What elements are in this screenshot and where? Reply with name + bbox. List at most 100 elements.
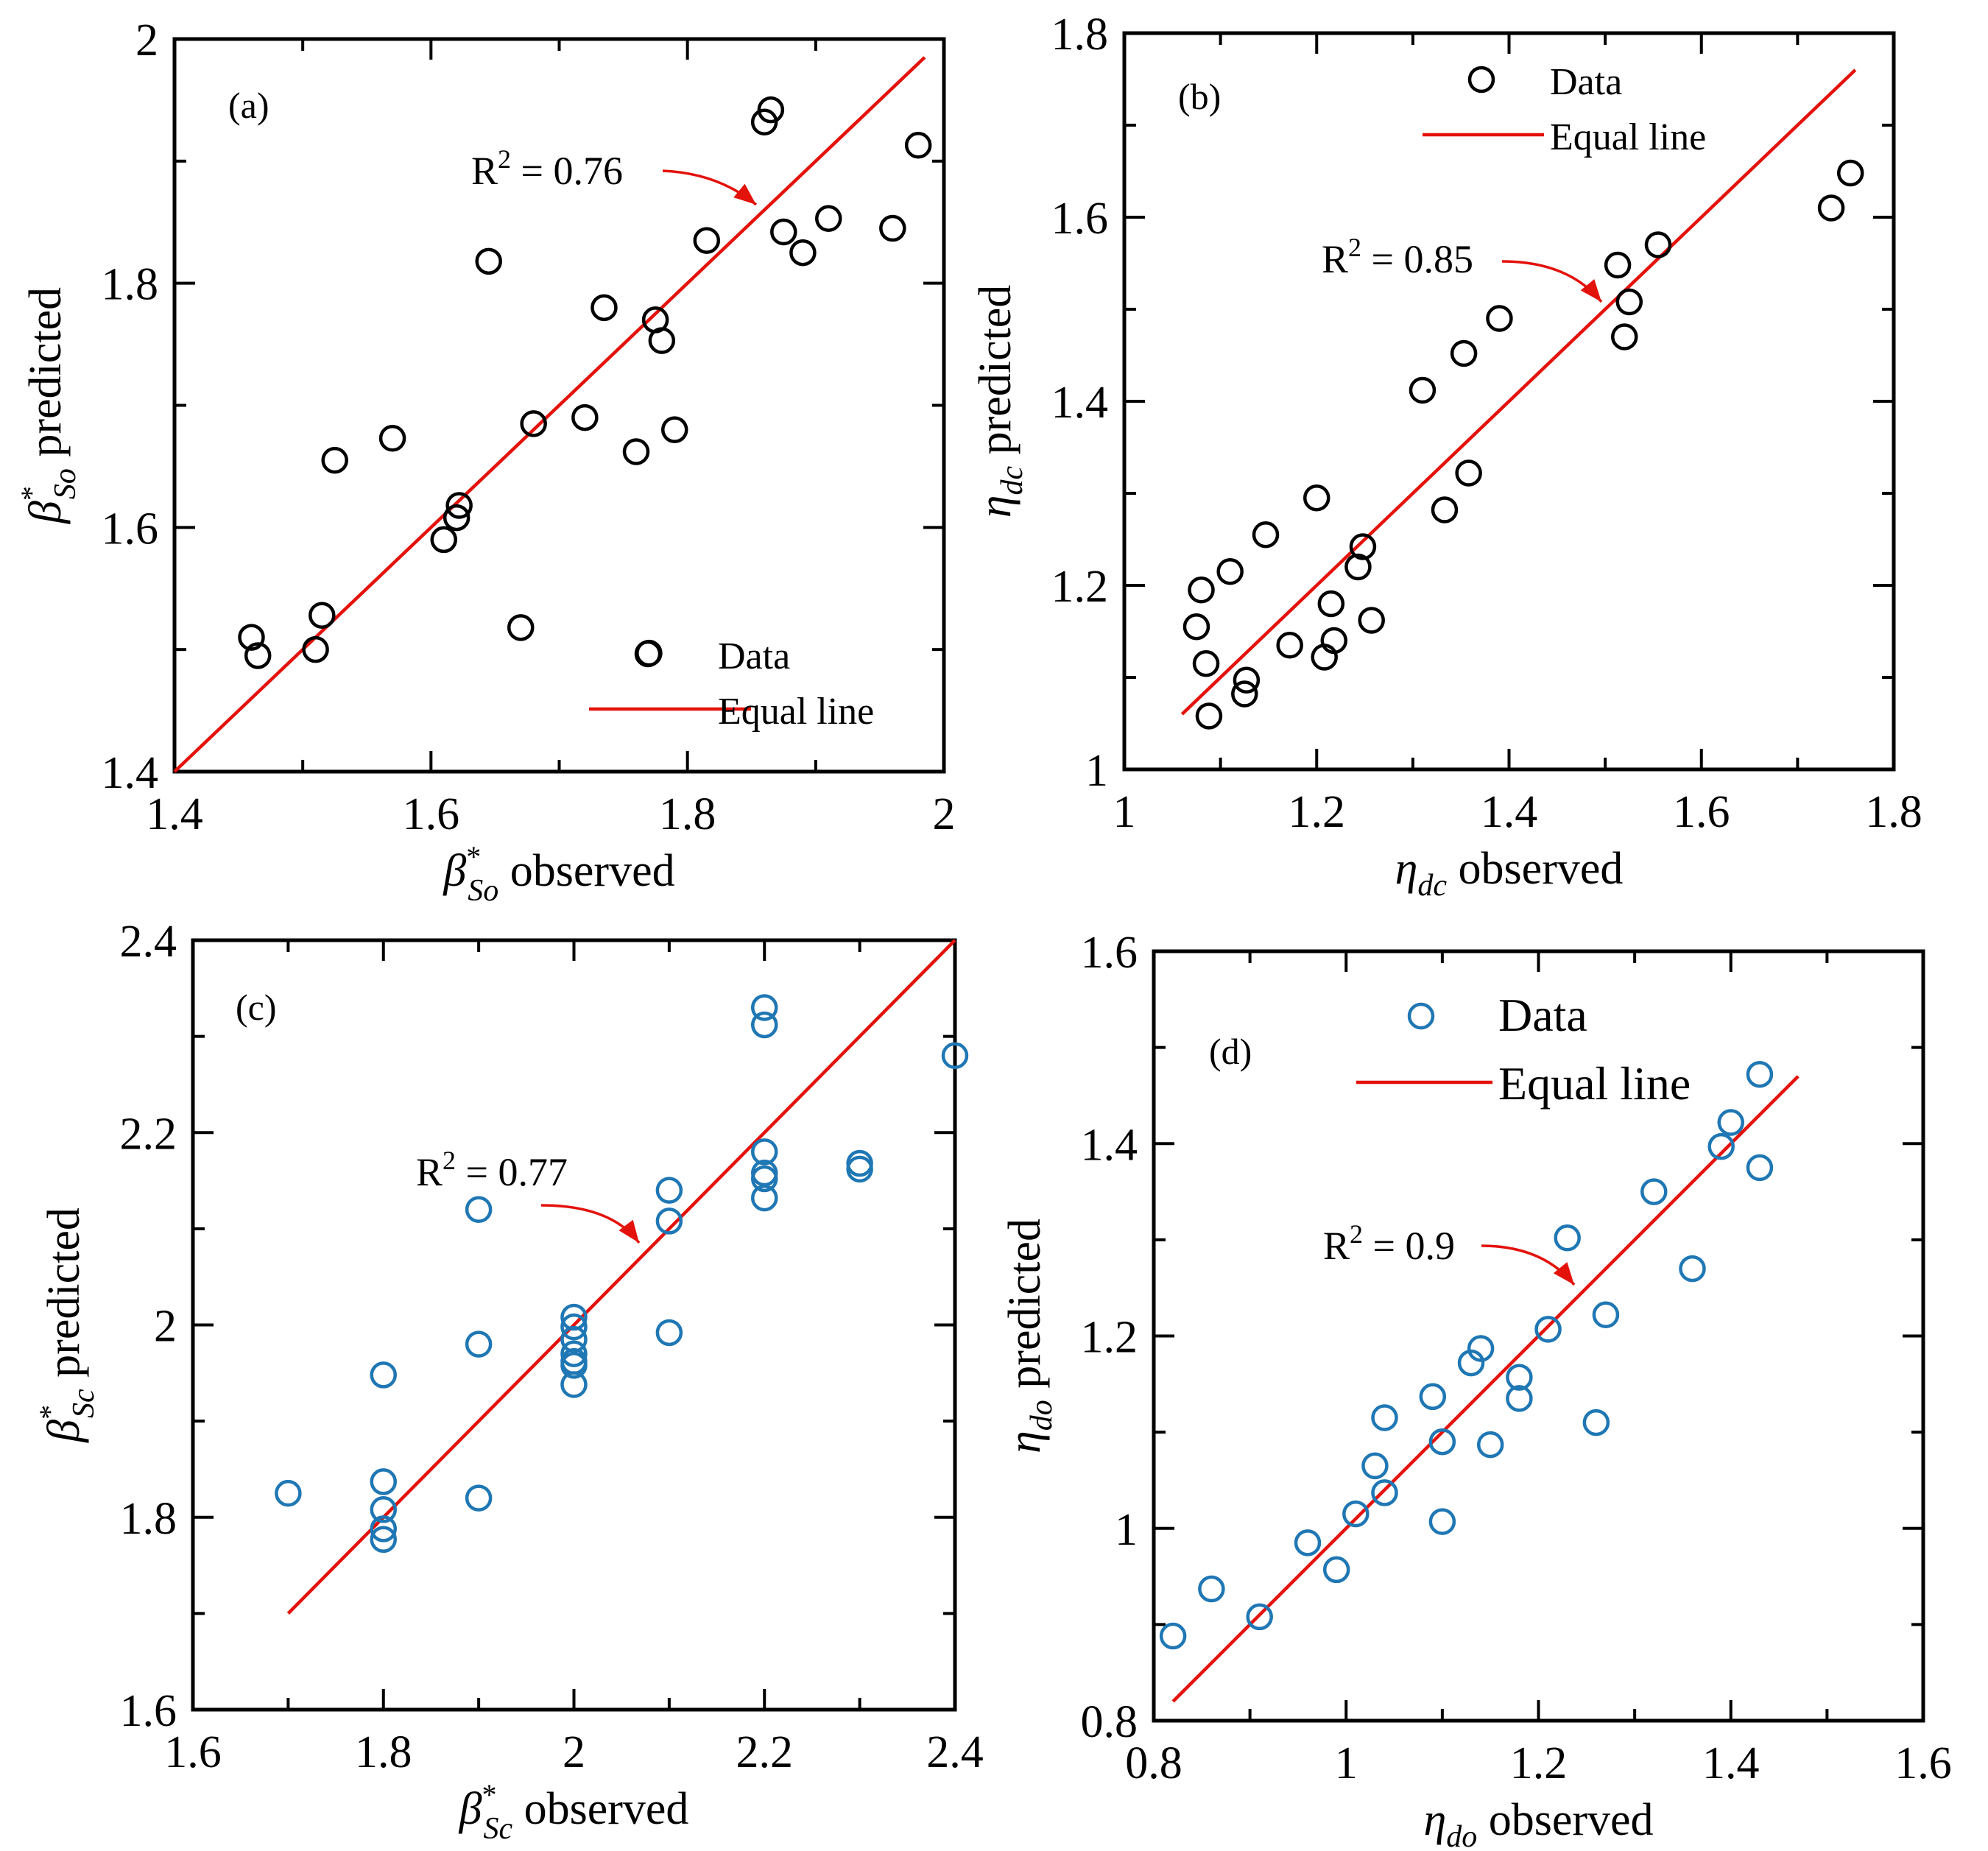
equal-line <box>173 56 926 773</box>
data-point <box>571 403 599 431</box>
x-tick-label: 1.6 <box>403 789 460 839</box>
data-point <box>751 1165 778 1193</box>
data-point <box>1817 194 1845 222</box>
data-point <box>370 1468 397 1495</box>
data-point <box>1320 627 1348 655</box>
y-tick-label: 2.4 <box>120 917 177 967</box>
data-point <box>1615 288 1643 316</box>
y-tick-label: 1.4 <box>1081 1120 1138 1170</box>
data-point <box>655 1177 683 1204</box>
data-point <box>1216 558 1244 585</box>
data-point <box>846 1149 873 1177</box>
data-point <box>1294 1529 1322 1556</box>
annotation-arrow <box>540 1204 641 1244</box>
data-point <box>1486 305 1513 332</box>
x-tick-label: 1.6 <box>1673 787 1730 837</box>
x-tick-label: 1 <box>1335 1738 1358 1788</box>
axis-ticks <box>173 38 945 773</box>
data-point <box>1303 484 1330 512</box>
data-point <box>1467 1335 1495 1362</box>
data-point <box>1707 1132 1735 1160</box>
data-point <box>1182 613 1210 641</box>
data-point <box>1188 577 1215 604</box>
data-point <box>1246 1603 1273 1631</box>
x-axis-label: β* So observed <box>443 840 674 908</box>
r-squared-annotation: R2 = 0.76 <box>471 144 623 193</box>
data-point <box>1344 553 1372 581</box>
data-point <box>465 1484 493 1512</box>
data-point <box>378 425 406 452</box>
y-axis-label: β*So predicted <box>15 287 82 524</box>
data-point <box>1428 1428 1456 1456</box>
data-point <box>1746 1154 1774 1182</box>
data-point <box>904 132 932 159</box>
data-series <box>1159 1060 1774 1650</box>
data-series <box>238 96 932 669</box>
y-tick-label: 1 <box>1085 746 1108 796</box>
annotation-arrow <box>1501 260 1603 303</box>
panel-c: 1.6 1.8 2 2.2 2.4 1.6 1.8 2 2.2 2.4 β* Sc observed β… <box>33 917 984 1846</box>
data-point <box>655 1319 683 1347</box>
arrow-head <box>1553 1262 1574 1285</box>
arrow-head <box>618 1219 639 1243</box>
data-point <box>879 214 906 242</box>
axis-ticks <box>191 939 956 1711</box>
legend-line-label: Equal line <box>718 691 874 733</box>
data-point <box>1159 1622 1187 1650</box>
data-point <box>770 218 797 246</box>
data-point <box>1195 702 1223 730</box>
annotation-arrow <box>1481 1244 1576 1286</box>
data-point <box>1679 1255 1706 1283</box>
data-point <box>1431 496 1459 523</box>
legend-line-label: Equal line <box>1498 1057 1691 1110</box>
data-point <box>1836 159 1864 187</box>
data-point <box>1361 1452 1389 1480</box>
legend-data-label: Data <box>1550 61 1622 103</box>
x-tick-label: 2 <box>563 1727 585 1777</box>
data-point <box>751 1184 778 1212</box>
y-tick-label: 1.6 <box>102 504 159 554</box>
data-point <box>693 227 721 254</box>
data-point <box>1640 1178 1668 1205</box>
data-point <box>1428 1508 1456 1535</box>
y-tick-label: 1 <box>1115 1505 1138 1555</box>
panel-label: (d) <box>1209 1031 1252 1072</box>
data-point <box>789 239 817 267</box>
equal-line <box>1180 68 1857 716</box>
data-point <box>321 446 348 474</box>
data-point <box>370 1515 397 1542</box>
y-tick-label: 1.8 <box>102 260 159 310</box>
data-point <box>507 614 535 641</box>
x-tick-label: 1.4 <box>1702 1738 1760 1788</box>
data-point <box>443 504 470 532</box>
data-point <box>1419 1383 1447 1411</box>
panel-label: (b) <box>1178 76 1221 117</box>
x-tick-label: 1.8 <box>1865 787 1922 837</box>
data-point <box>560 1340 588 1367</box>
x-tick-label: 1.4 <box>1481 787 1538 837</box>
y-tick-label: 1.8 <box>120 1494 177 1544</box>
data-point <box>1317 590 1345 618</box>
data-point <box>1506 1385 1533 1412</box>
data-point <box>622 438 650 465</box>
data-point <box>1746 1060 1774 1088</box>
data-point <box>465 1330 493 1358</box>
arrow-head <box>1580 279 1601 302</box>
data-point <box>1455 459 1482 487</box>
equal-line <box>286 939 956 1615</box>
data-point <box>465 1196 493 1223</box>
data-point <box>1476 1431 1504 1459</box>
data-point <box>1252 521 1280 549</box>
data-point <box>815 205 842 233</box>
y-tick-label: 1.2 <box>1051 562 1109 612</box>
y-axis-label: ηdo predicted <box>1000 1219 1059 1453</box>
data-point <box>560 1352 588 1379</box>
y-tick-label: 1.4 <box>1051 378 1109 428</box>
data-point <box>370 1526 397 1554</box>
data-point <box>560 1371 588 1398</box>
data-point <box>1276 632 1303 659</box>
data-point <box>1231 680 1258 708</box>
x-tick-label: 1.8 <box>659 789 716 839</box>
data-point <box>661 416 688 443</box>
data-point <box>1717 1109 1744 1136</box>
